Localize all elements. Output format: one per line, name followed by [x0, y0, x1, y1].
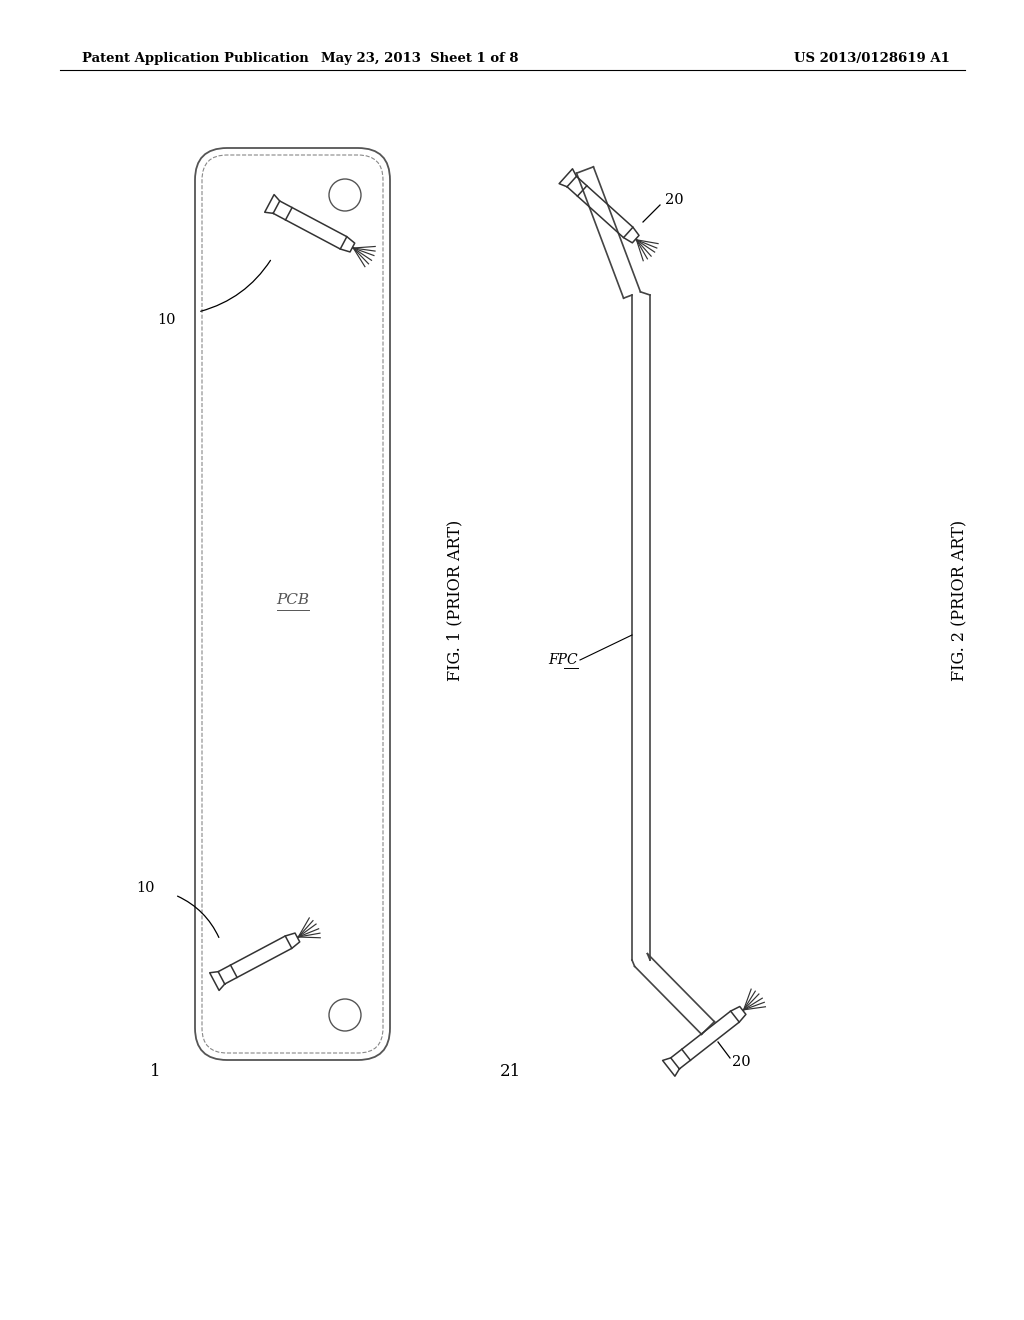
Circle shape — [329, 999, 361, 1031]
FancyBboxPatch shape — [195, 148, 390, 1060]
Text: Patent Application Publication: Patent Application Publication — [82, 51, 309, 65]
Text: 10: 10 — [136, 880, 155, 895]
Text: FIG. 2 (PRIOR ART): FIG. 2 (PRIOR ART) — [951, 520, 969, 681]
Text: 20: 20 — [732, 1055, 751, 1069]
Text: 21: 21 — [500, 1064, 520, 1081]
Text: PCB: PCB — [275, 593, 309, 607]
Text: FPC: FPC — [549, 653, 578, 667]
Text: 10: 10 — [158, 313, 176, 327]
Text: 20: 20 — [665, 193, 684, 207]
Text: FIG. 1 (PRIOR ART): FIG. 1 (PRIOR ART) — [446, 519, 464, 681]
Circle shape — [329, 180, 361, 211]
Text: US 2013/0128619 A1: US 2013/0128619 A1 — [795, 51, 950, 65]
Text: 1: 1 — [150, 1064, 161, 1081]
Text: May 23, 2013  Sheet 1 of 8: May 23, 2013 Sheet 1 of 8 — [322, 51, 519, 65]
